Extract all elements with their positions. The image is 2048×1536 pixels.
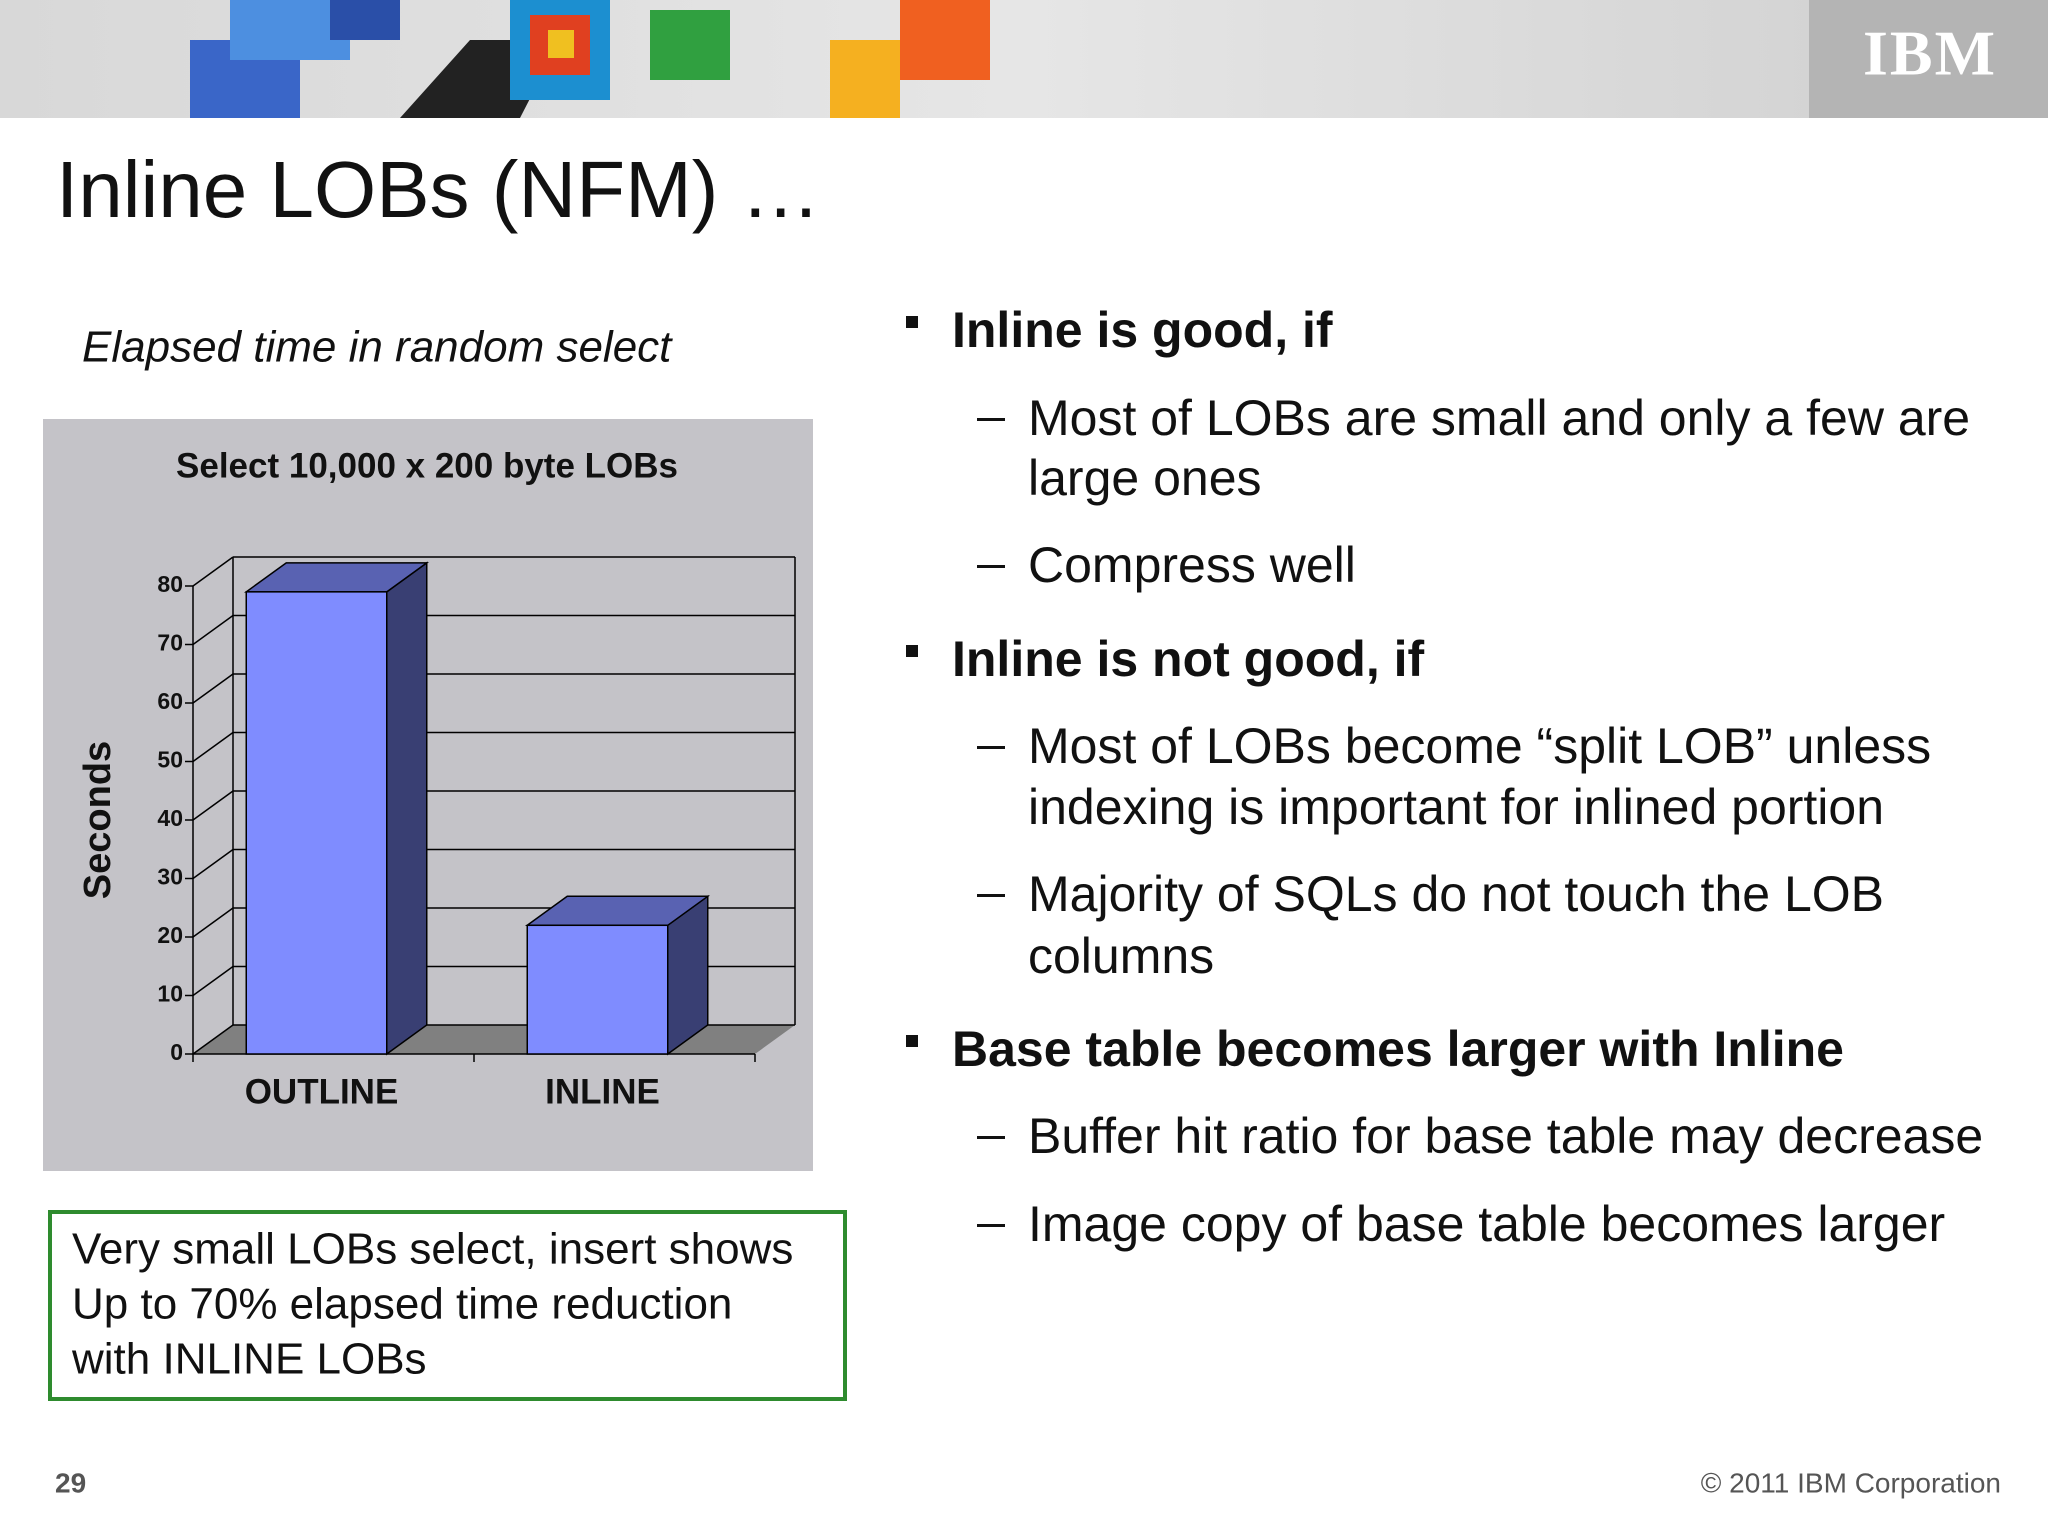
bullet: Inline is not good, if — [952, 631, 1425, 687]
sub-bullet: Image copy of base table becomes larger — [1028, 1196, 1945, 1252]
y-tick-label: 60 — [157, 688, 183, 714]
sub-bullet: Most of LOBs become “split LOB” unless — [1028, 718, 1931, 774]
grid-line-side — [192, 907, 234, 938]
sub-bullet: Buffer hit ratio for base table may decr… — [1028, 1108, 1983, 1164]
y-tick-label: 50 — [157, 747, 183, 773]
chart-caption: Elapsed time in random select — [82, 323, 673, 372]
callout-line: Up to 70% elapsed time reduction — [72, 1280, 732, 1329]
y-tick-label: 70 — [157, 630, 183, 656]
callout-line: with INLINE LOBs — [71, 1335, 427, 1384]
x-tick-label: INLINE — [545, 1072, 660, 1111]
bullet: Base table becomes larger with Inline — [952, 1021, 1844, 1077]
dash — [977, 565, 1005, 568]
banner-art — [190, 0, 990, 118]
bullet: Inline is good, if — [952, 302, 1333, 358]
logo: IBM — [1863, 18, 1997, 89]
y-tick-label: 10 — [157, 981, 183, 1007]
grid-line-side — [192, 848, 234, 880]
chart-panel — [43, 419, 813, 1171]
grid-line-side — [192, 965, 234, 997]
grid-line-side — [192, 1024, 234, 1055]
dash — [977, 1224, 1005, 1227]
grid-line-side — [192, 731, 234, 763]
bullet-marker — [906, 1035, 918, 1047]
grid-line-side — [192, 556, 234, 587]
y-tick-label: 30 — [157, 864, 183, 890]
bullet-marker — [906, 316, 918, 328]
x-tick-label: OUTLINE — [245, 1072, 399, 1111]
sub-bullet: large ones — [1028, 450, 1262, 506]
page-number: 29 — [55, 1467, 86, 1498]
bar — [526, 924, 669, 1055]
y-tick-label: 20 — [157, 922, 183, 948]
dash — [977, 418, 1005, 421]
sub-bullet: indexing is important for inlined portio… — [1028, 779, 1884, 835]
grid-line-side — [192, 614, 234, 646]
y-axis-label: Seconds — [77, 741, 119, 899]
grid-line-side — [192, 673, 234, 704]
y-tick-label: 0 — [170, 1039, 183, 1065]
sub-bullet: Most of LOBs are small and only a few ar… — [1028, 390, 1970, 446]
callout-line: Very small LOBs select, insert shows — [72, 1225, 793, 1274]
y-tick-label: 80 — [157, 571, 183, 597]
bullet-marker — [906, 645, 918, 657]
sub-bullet: columns — [1028, 928, 1214, 984]
grid-line-side — [192, 790, 234, 821]
content: 0 10 20 30 40 50 60 70 80 OUTLINE INLINE Very small… — [71, 302, 1983, 1383]
dash — [977, 894, 1005, 897]
bar-side — [386, 561, 428, 1056]
logo-box — [1809, 0, 2048, 118]
callout-box — [48, 1210, 847, 1401]
copyright: © 2011 IBM Corporation — [1701, 1467, 2001, 1498]
dash — [977, 746, 1005, 749]
sub-bullet: Compress well — [1028, 537, 1356, 593]
dash — [977, 1136, 1005, 1139]
y-tick-label: 40 — [157, 805, 183, 831]
chart-title: Select 10,000 x 200 byte LOBs — [176, 446, 678, 485]
slide-title: Inline LOBs (NFM) … — [56, 145, 821, 234]
bar — [245, 591, 388, 1055]
sub-bullet: Majority of SQLs do not touch the LOB — [1028, 866, 1884, 922]
